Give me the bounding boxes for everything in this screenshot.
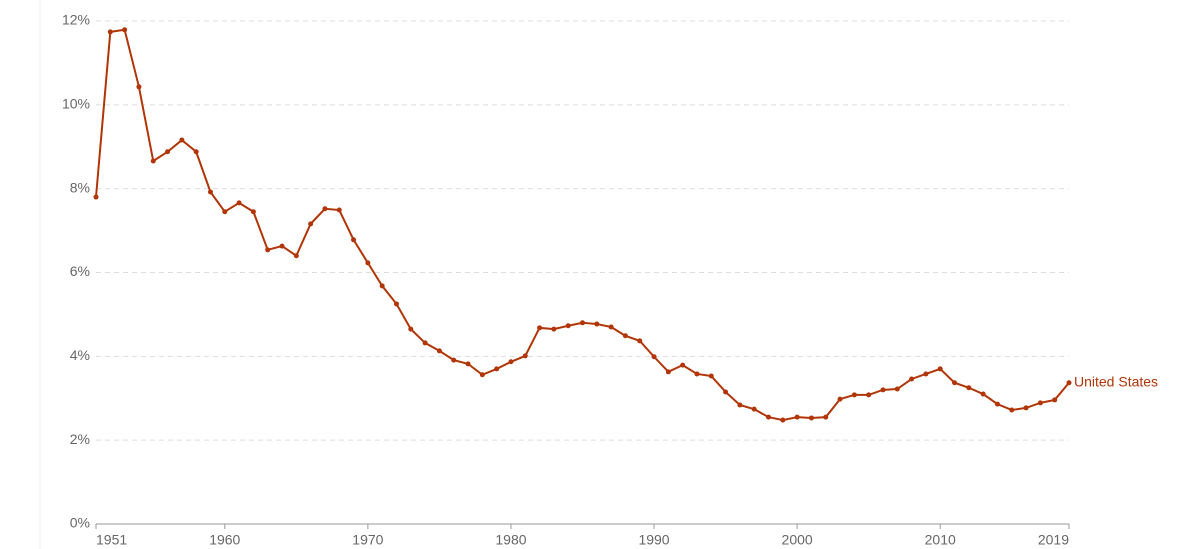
data-point — [680, 362, 686, 368]
data-point — [866, 392, 872, 398]
x-tick-label: 1990 — [638, 532, 669, 548]
data-point — [408, 326, 414, 332]
data-point — [780, 417, 786, 423]
x-tick-label: 1980 — [495, 532, 526, 548]
data-point — [107, 29, 113, 35]
data-point — [994, 401, 1000, 407]
data-point — [336, 207, 342, 213]
data-point — [894, 386, 900, 392]
data-point — [308, 221, 314, 227]
data-point — [751, 406, 757, 412]
data-point — [1066, 380, 1072, 386]
data-point — [93, 194, 99, 200]
data-point — [150, 158, 156, 164]
data-point — [694, 371, 700, 377]
x-tick-label: 2000 — [782, 532, 813, 548]
data-point — [122, 27, 128, 33]
data-point — [222, 209, 228, 215]
data-point — [436, 348, 442, 354]
data-point — [379, 283, 385, 289]
data-point — [837, 396, 843, 402]
data-point — [179, 137, 185, 143]
data-point — [551, 326, 557, 332]
data-point — [293, 253, 299, 259]
data-point — [522, 353, 528, 359]
data-point — [207, 189, 213, 195]
data-point — [665, 369, 671, 375]
data-point — [565, 323, 571, 329]
data-point — [365, 260, 371, 266]
y-tick-label: 6% — [70, 263, 90, 279]
data-point — [193, 149, 199, 155]
data-point — [651, 354, 657, 360]
data-point — [980, 391, 986, 397]
data-point — [1009, 407, 1015, 413]
data-point — [451, 357, 457, 363]
y-tick-label: 0% — [70, 515, 90, 531]
data-point — [537, 325, 543, 331]
series-label: United States — [1074, 373, 1158, 389]
data-point — [880, 387, 886, 393]
data-point — [508, 359, 514, 365]
x-tick-label: 1960 — [209, 532, 240, 548]
y-tick-label: 2% — [70, 431, 90, 447]
y-tick-label: 10% — [62, 96, 90, 112]
data-point — [250, 209, 256, 215]
data-point — [580, 320, 585, 326]
data-point — [708, 373, 714, 379]
data-point — [952, 380, 958, 386]
data-point — [794, 414, 800, 420]
data-point — [322, 206, 328, 212]
data-point — [479, 372, 485, 378]
y-tick-label: 12% — [62, 12, 90, 28]
data-point — [393, 301, 399, 307]
x-tick-label: 1970 — [352, 532, 383, 548]
data-point — [351, 237, 357, 243]
data-point — [465, 361, 471, 367]
y-tick-label: 4% — [70, 347, 90, 363]
data-point — [909, 376, 915, 382]
data-point — [737, 402, 743, 408]
data-point — [966, 385, 972, 391]
data-point — [766, 414, 772, 420]
data-point — [136, 84, 142, 90]
data-point — [823, 414, 829, 420]
data-point — [594, 321, 600, 327]
data-point — [265, 247, 271, 253]
x-tick-label: 2010 — [925, 532, 956, 548]
data-point — [1037, 400, 1043, 406]
data-point — [637, 338, 643, 344]
x-tick-label: 1951 — [96, 532, 127, 548]
data-point — [165, 149, 171, 155]
x-tick-label: 2019 — [1038, 532, 1069, 548]
data-point — [808, 415, 814, 421]
data-point — [723, 389, 729, 395]
data-point — [923, 371, 929, 377]
data-point — [622, 333, 628, 339]
data-point — [1023, 405, 1029, 411]
data-point — [422, 340, 428, 346]
data-point — [1052, 397, 1058, 403]
data-point — [494, 366, 500, 372]
data-point — [236, 200, 242, 206]
data-point — [937, 366, 943, 372]
y-tick-label: 8% — [70, 179, 90, 195]
data-point — [608, 324, 614, 330]
data-point — [851, 392, 857, 398]
series-line — [95, 28, 1070, 422]
data-point — [279, 243, 285, 249]
